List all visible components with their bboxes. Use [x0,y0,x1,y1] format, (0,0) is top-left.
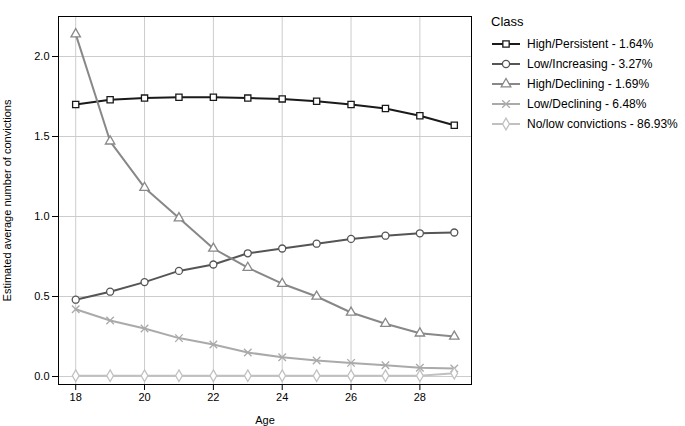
html-text:High/Persistent - 1.64%: High/Persistent - 1.64% [527,37,654,51]
svg-text:2.0: 2.0 [34,50,49,62]
svg-text:Age: Age [255,414,275,426]
html-text:Low/Declining - 6.48%: Low/Declining - 6.48% [527,97,647,111]
html-text:Class: Class [491,14,524,29]
html-text:Low/Increasing - 3.27%: Low/Increasing - 3.27% [527,57,653,71]
svg-text:0.5: 0.5 [34,290,49,302]
html-text:No/low convictions - 86.93%: No/low convictions - 86.93% [527,117,678,131]
svg-text:1.5: 1.5 [34,130,49,142]
svg-text:Estimated average number of co: Estimated average number of convictions [1,99,13,301]
svg-text:0.0: 0.0 [34,370,49,382]
svg-text:22: 22 [207,391,219,403]
svg-text:18: 18 [70,391,82,403]
svg-text:26: 26 [345,391,357,403]
svg-text:1.0: 1.0 [34,210,49,222]
svg-text:28: 28 [414,391,426,403]
svg-text:24: 24 [276,391,288,403]
html-text:High/Declining - 1.69%: High/Declining - 1.69% [527,77,650,91]
svg-text:20: 20 [138,391,150,403]
